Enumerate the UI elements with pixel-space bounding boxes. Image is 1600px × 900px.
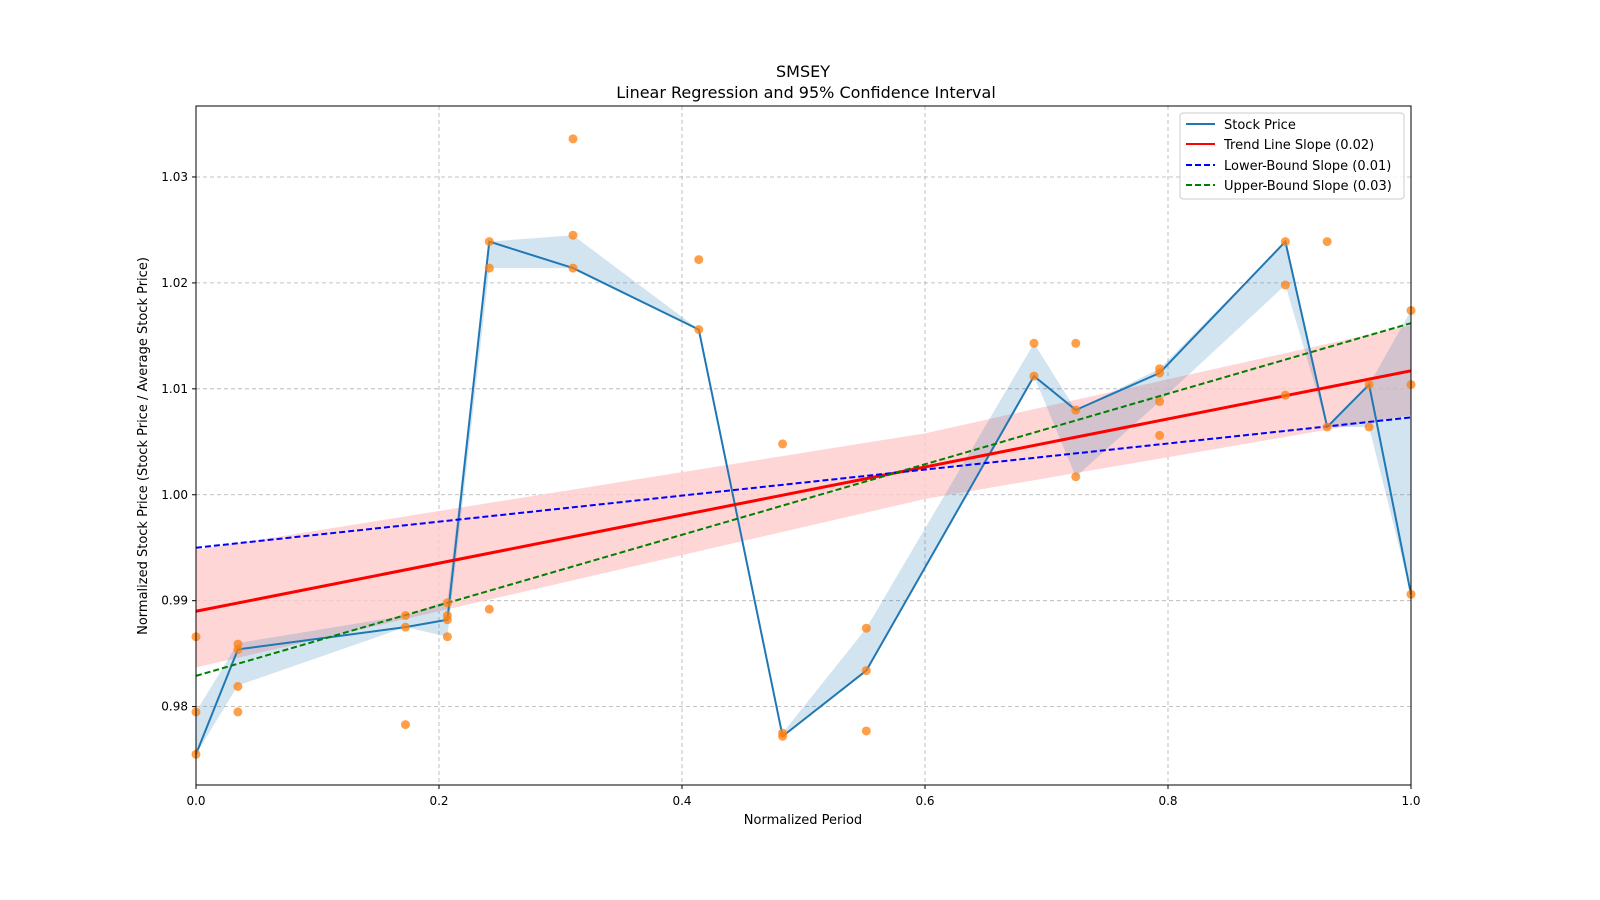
scatter-point xyxy=(1155,368,1165,378)
scatter-point xyxy=(442,632,452,642)
scatter-point xyxy=(442,615,452,625)
scatter-point xyxy=(484,263,494,273)
scatter-point xyxy=(1155,430,1165,440)
x-tick-label: 0.4 xyxy=(672,794,691,808)
scatter-point xyxy=(778,439,788,449)
lower-bound-line xyxy=(195,416,1412,549)
plot-frame xyxy=(195,105,1412,786)
x-tick-label: 0.6 xyxy=(915,794,934,808)
scatter-point xyxy=(1280,237,1290,247)
scatter-point xyxy=(861,623,871,633)
legend-label-lower: Lower-Bound Slope (0.01) xyxy=(1224,159,1391,174)
scatter-point xyxy=(484,237,494,247)
x-tick-label: 0.0 xyxy=(186,794,205,808)
scatter-point xyxy=(484,604,494,614)
scatter-point xyxy=(1322,422,1332,432)
ticks: 0.0 0.2 0.4 0.6 0.8 1.0 0.98 0.99 1.00 1.01 1.02 1.… xyxy=(161,170,1420,808)
scatter-point xyxy=(1029,338,1039,348)
y-axis-label: Normalized Stock Price (Stock Price / Av… xyxy=(136,257,151,635)
scatter-point xyxy=(400,622,410,632)
x-tick-label: 0.8 xyxy=(1158,794,1177,808)
scatter-point xyxy=(400,611,410,621)
scatter-point xyxy=(778,731,788,741)
scatter-point xyxy=(233,707,243,717)
y-tick-label: 1.00 xyxy=(161,488,188,502)
scatter-point xyxy=(1155,397,1165,407)
scatter-point xyxy=(861,666,871,676)
x-axis-label: Normalized Period xyxy=(744,813,862,828)
legend-label-upper: Upper-Bound Slope (0.03) xyxy=(1224,179,1392,194)
scatter-point xyxy=(1364,422,1374,432)
scatter-point xyxy=(861,726,871,736)
scatter-point xyxy=(400,720,410,730)
stock-price-band xyxy=(196,235,1411,755)
lines xyxy=(195,239,1412,755)
x-tick-label: 0.2 xyxy=(429,794,448,808)
scatter-point xyxy=(1071,338,1081,348)
scatter-point xyxy=(1071,405,1081,415)
scatter-point xyxy=(1322,237,1332,247)
scatter-point xyxy=(1071,472,1081,482)
scatter-point xyxy=(442,598,452,608)
y-tick-label: 1.03 xyxy=(161,170,188,184)
y-tick-label: 0.98 xyxy=(161,700,188,714)
scatter-point xyxy=(568,263,578,273)
chart-subtitle: Linear Regression and 95% Confidence Int… xyxy=(616,83,996,102)
scatter-points xyxy=(191,134,1416,759)
legend-label-stock: Stock Price xyxy=(1224,118,1296,133)
legend: Stock Price Trend Line Slope (0.02) Lowe… xyxy=(1179,112,1405,200)
scatter-point xyxy=(568,230,578,240)
chart-title: SMSEY xyxy=(776,62,830,81)
x-tick-label: 1.0 xyxy=(1401,794,1420,808)
y-tick-label: 1.02 xyxy=(161,276,188,290)
scatter-point xyxy=(233,644,243,654)
scatter-point xyxy=(233,681,243,691)
scatter-point xyxy=(1029,371,1039,381)
y-tick-label: 0.99 xyxy=(161,594,188,608)
legend-label-trend: Trend Line Slope (0.02) xyxy=(1223,138,1374,153)
scatter-point xyxy=(694,255,704,265)
scatter-point xyxy=(1364,380,1374,390)
stock-price-line xyxy=(195,239,1412,755)
y-tick-label: 1.01 xyxy=(161,382,188,396)
trend-line xyxy=(195,369,1412,613)
scatter-point xyxy=(568,134,578,144)
scatter-point xyxy=(1280,390,1290,400)
scatter-point xyxy=(694,325,704,335)
scatter-point xyxy=(1280,280,1290,290)
upper-bound-line xyxy=(195,322,1412,677)
